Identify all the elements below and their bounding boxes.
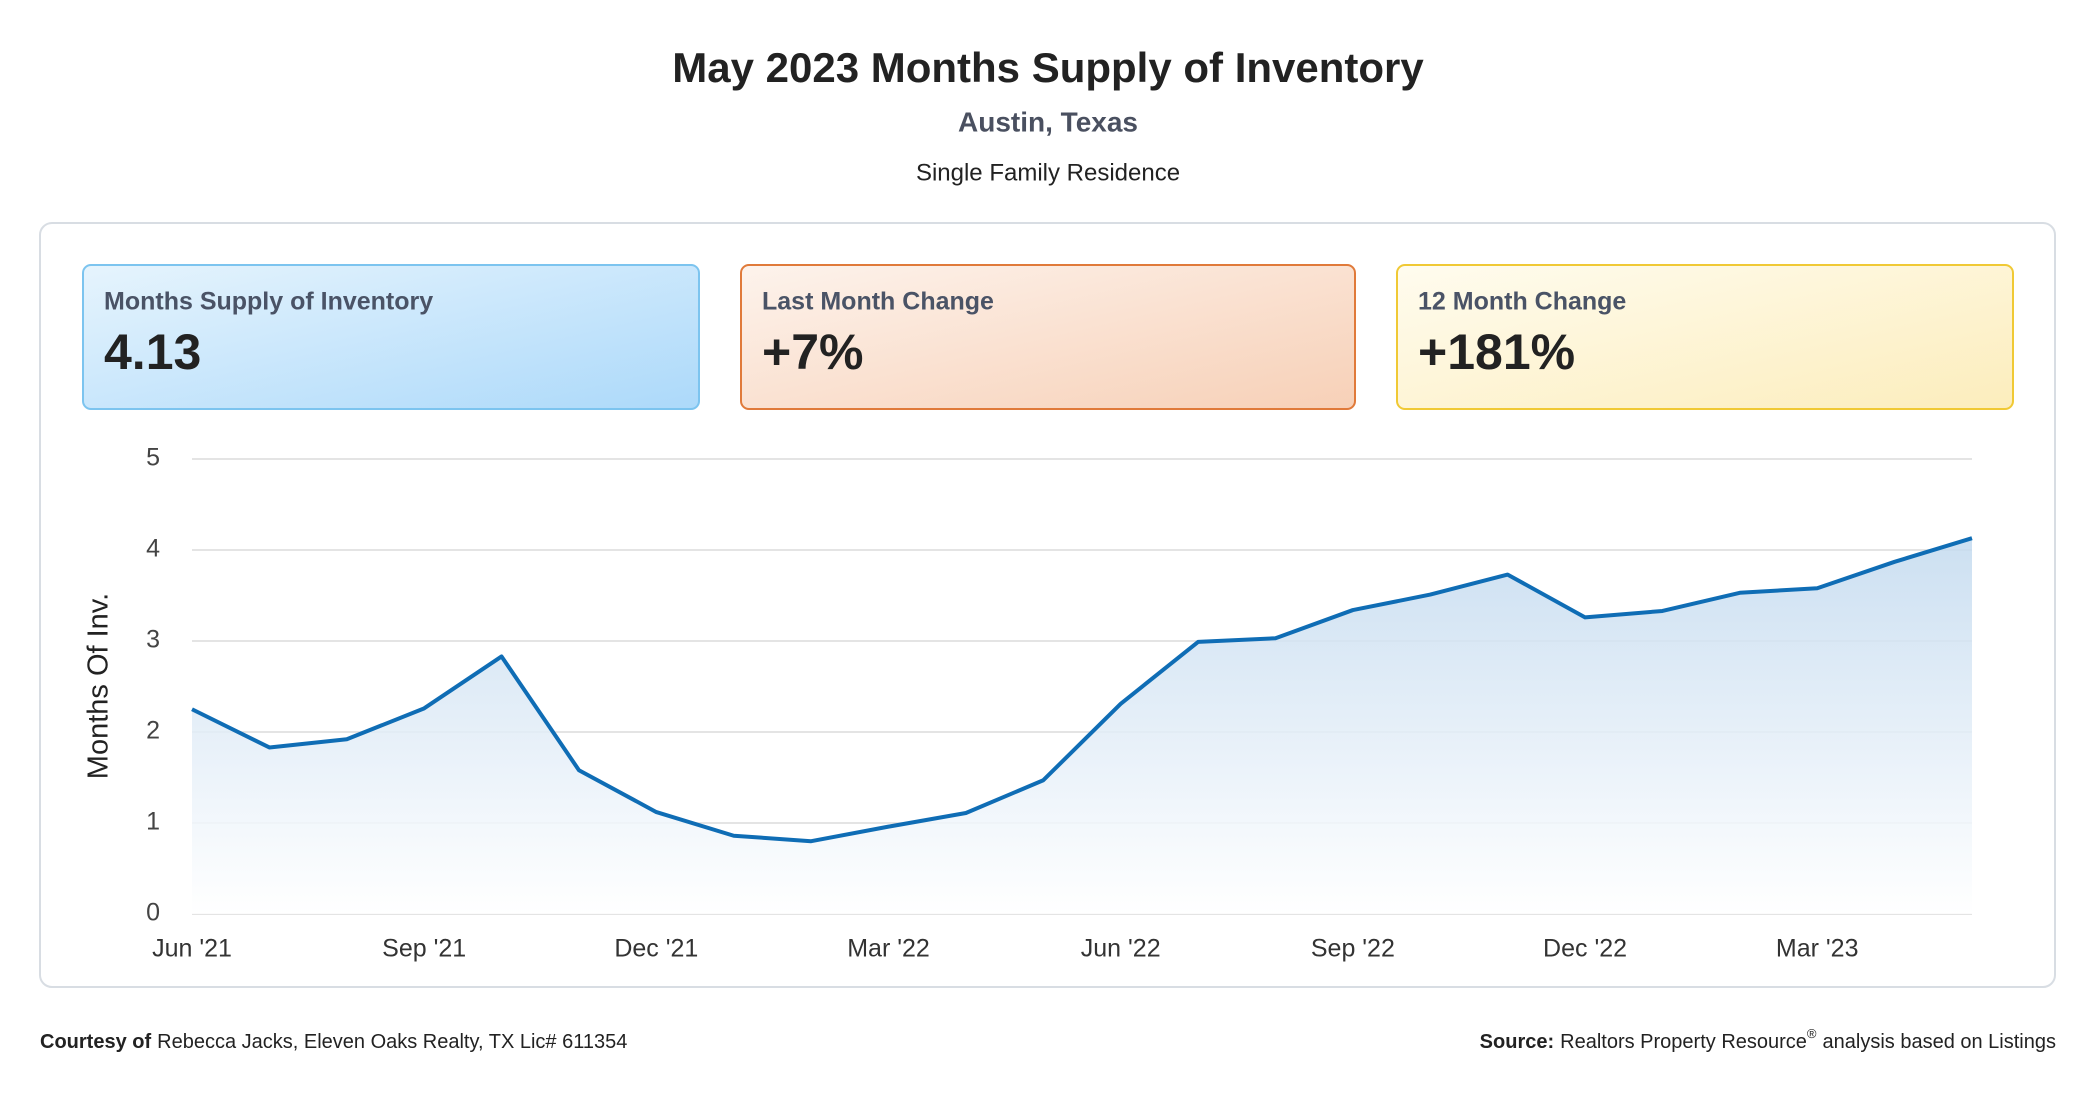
card-label: Months Supply of Inventory	[104, 288, 433, 316]
subtitle: Austin, Texas	[958, 106, 1138, 137]
y-tick-label: 3	[146, 626, 160, 654]
card-value: +181%	[1418, 324, 1575, 380]
y-tick-label: 5	[146, 444, 160, 472]
source-mark: ®	[1807, 1026, 1817, 1041]
card	[1396, 264, 2014, 410]
card-value: 4.13	[104, 324, 201, 380]
y-tick-label: 4	[146, 535, 160, 563]
x-tick-label: Jun '22	[1081, 935, 1161, 963]
courtesy: Courtesy of Rebecca Jacks, Eleven Oaks Re…	[40, 1031, 627, 1053]
source-text: Realtors Property Resource	[1560, 1031, 1807, 1053]
title: May 2023 Months Supply of Inventory	[672, 44, 1424, 91]
y-tick-label: 2	[146, 717, 160, 745]
x-tick-label: Jun '21	[152, 935, 232, 963]
x-tick-label: Mar '22	[847, 935, 930, 963]
card	[740, 264, 1356, 410]
source: Source: Realtors Property Resource® analys…	[1480, 1026, 2056, 1053]
y-tick-label: 1	[146, 808, 160, 836]
courtesy-text: Rebecca Jacks, Eleven Oaks Realty, TX Li…	[157, 1031, 627, 1053]
y-axis-title: Months Of Inv.	[83, 593, 115, 779]
area	[192, 538, 1972, 914]
x-tick-label: Dec '22	[1543, 935, 1627, 963]
x-tick-label: Dec '21	[614, 935, 698, 963]
description: Single Family Residence	[916, 159, 1180, 186]
x-tick-label: Mar '23	[1776, 935, 1859, 963]
x-tick-label: Sep '22	[1311, 935, 1395, 963]
card-label: 12 Month Change	[1418, 288, 1626, 316]
source-label: Source:	[1480, 1031, 1554, 1053]
y-tick-label: 0	[146, 899, 160, 927]
courtesy-label: Courtesy of	[40, 1031, 151, 1053]
x-tick-label: Sep '21	[382, 935, 466, 963]
card-label: Last Month Change	[762, 288, 994, 316]
source-rest: analysis based on Listings	[1823, 1031, 2056, 1053]
card-value: +7%	[762, 324, 863, 380]
card	[82, 264, 700, 410]
line	[191, 536, 1973, 844]
